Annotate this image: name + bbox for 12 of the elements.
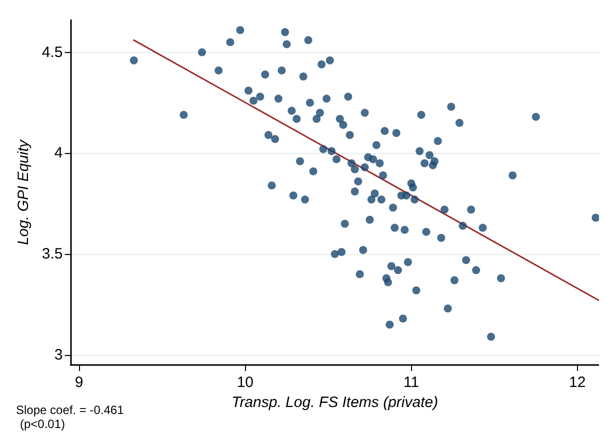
- text: (p<0.01): [20, 417, 66, 431]
- x-axis-title: Transp. Log. FS Items (private): [232, 394, 438, 411]
- x-tick-label: 10: [236, 374, 254, 391]
- x-tick-label: 11: [404, 374, 420, 391]
- y-axis-title: Log. GPI Equity: [15, 138, 32, 246]
- y-tick-label: 4.5: [42, 44, 63, 61]
- x-tick-label: 9: [74, 374, 84, 391]
- x-tick-label: 12: [569, 374, 586, 391]
- y-tick-label: 4: [54, 144, 63, 162]
- y-tick-label: 3: [54, 346, 63, 364]
- text: Slope coef. = -0.461: [16, 403, 124, 417]
- y-tick-label: 3.5: [42, 246, 63, 263]
